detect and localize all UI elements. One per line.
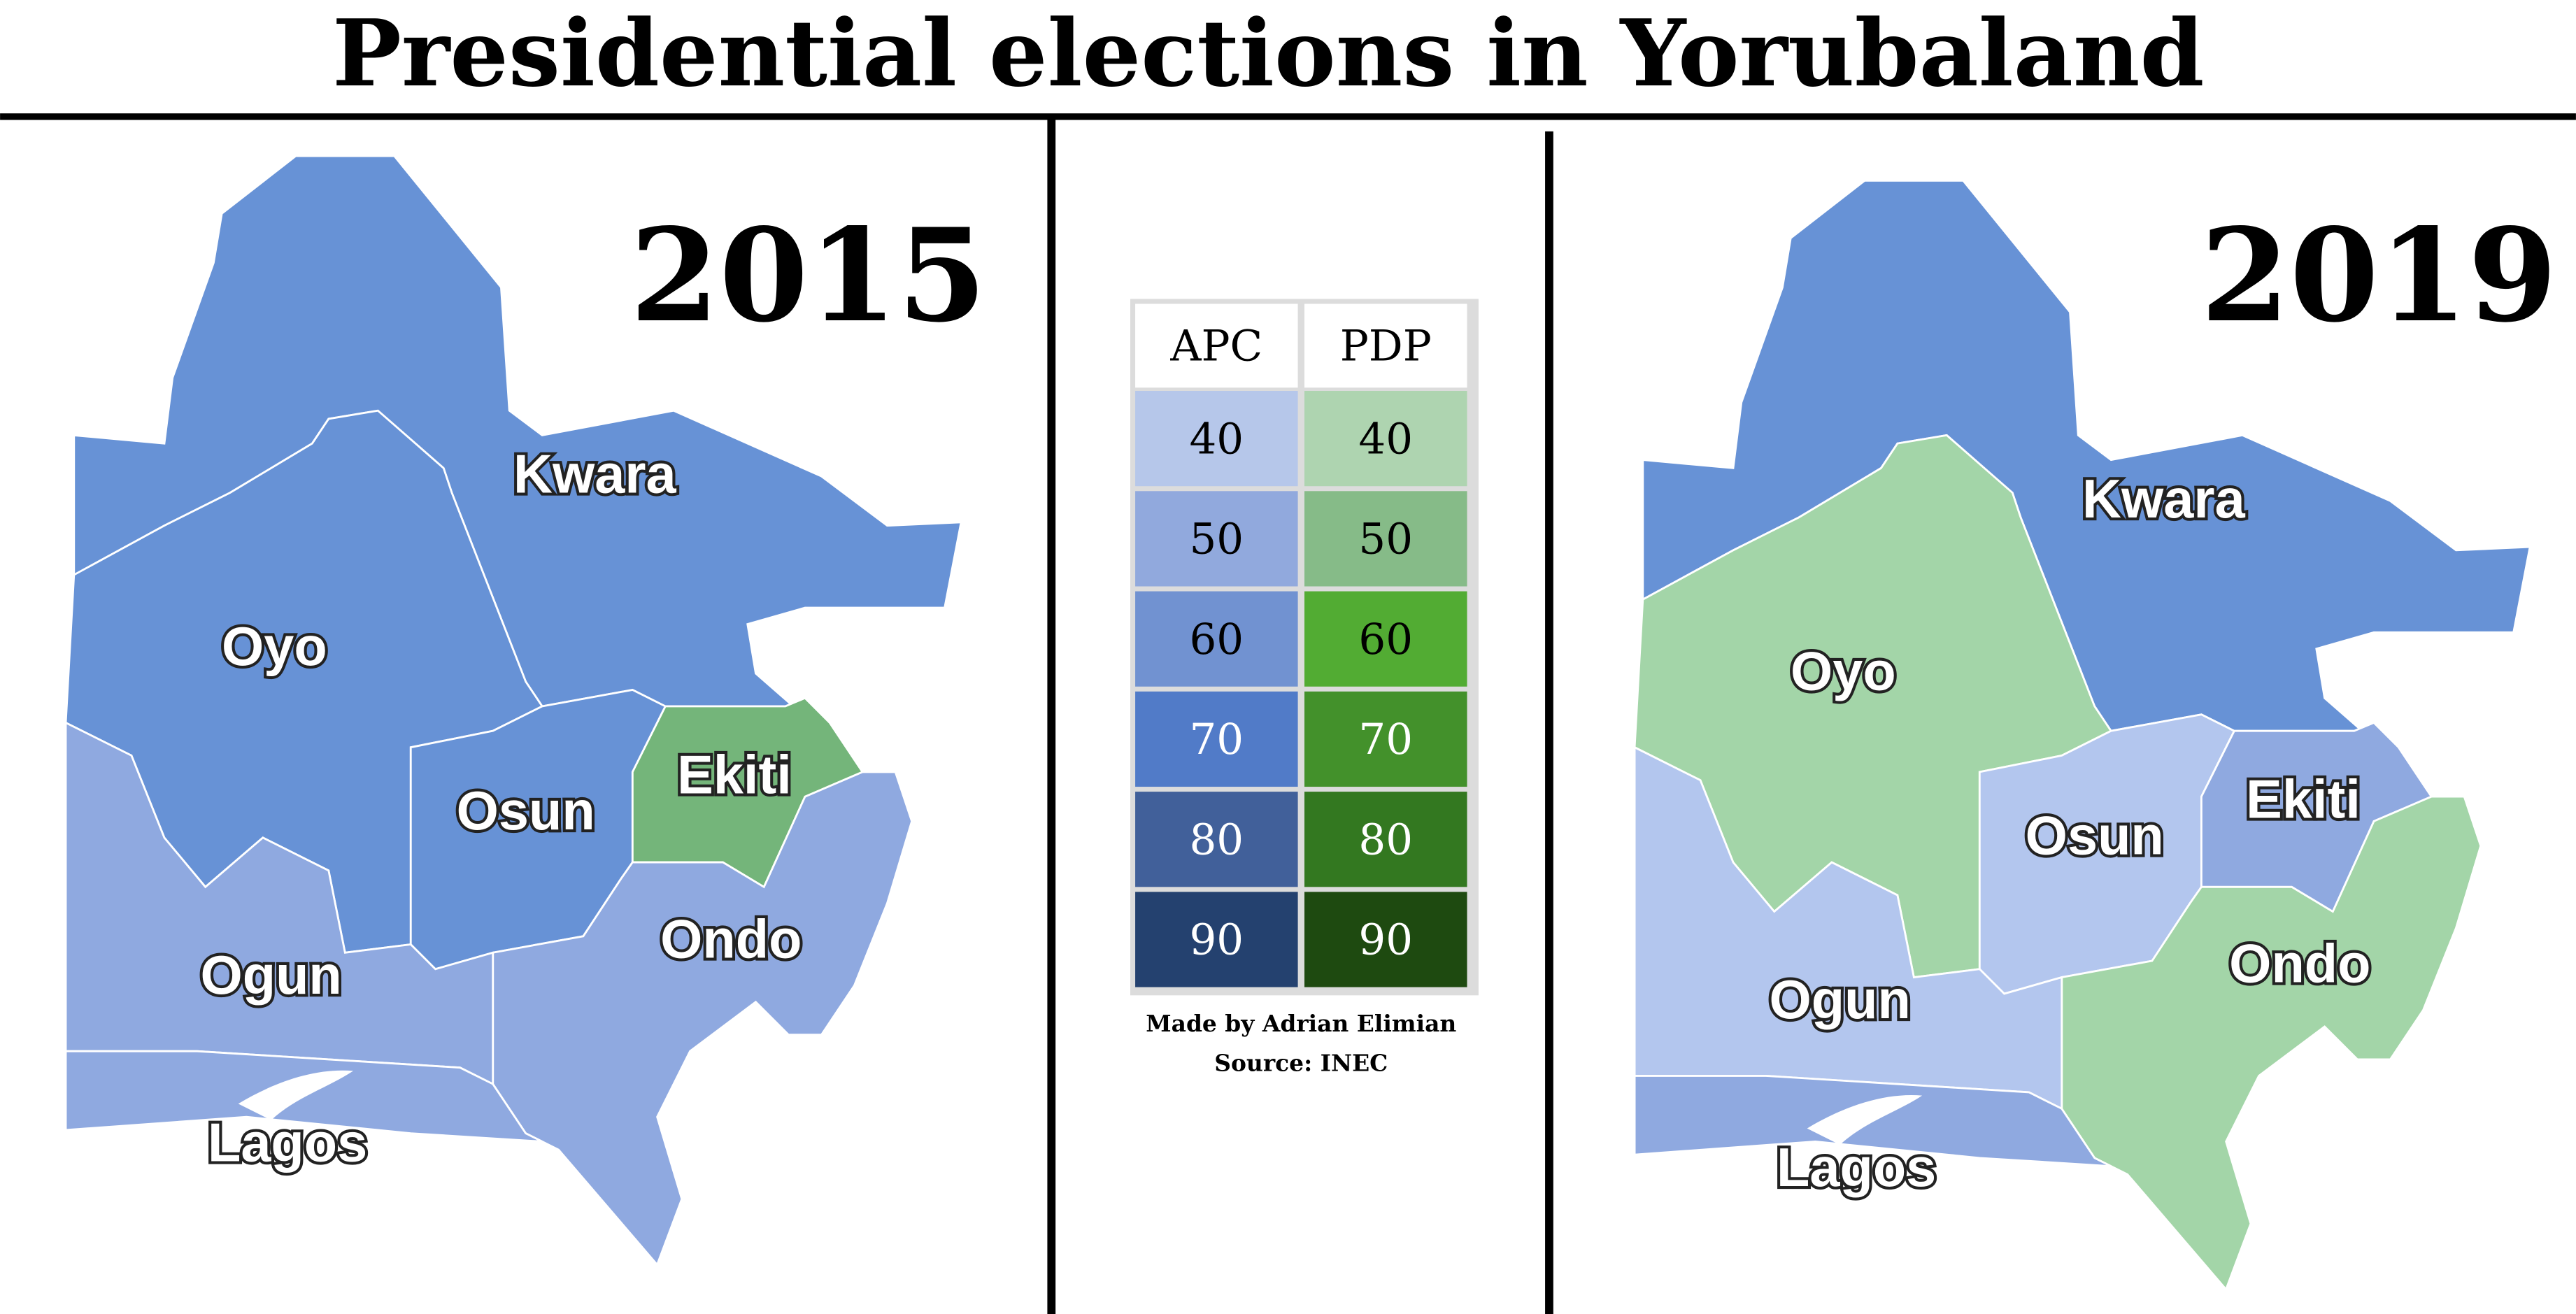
legend-apc-60-swatch — [1135, 591, 1298, 687]
legend-header-pdp-swatch — [1304, 303, 1467, 388]
state-ondo — [492, 771, 913, 1267]
legend-pdp-40-label: 40 — [1358, 414, 1413, 464]
state-label-oyo: Oyo — [1791, 641, 1896, 701]
legend-apc-70-swatch — [1135, 691, 1298, 787]
legend-pdp-90-label: 90 — [1358, 915, 1413, 965]
legend-apc-90-label: 90 — [1189, 915, 1244, 965]
legend-apc-50-label: 50 — [1189, 515, 1244, 564]
legend-pdp-60-label: 60 — [1358, 615, 1413, 664]
state-label-ondo: Ondo — [660, 909, 802, 969]
legend-pdp-90-swatch — [1304, 892, 1467, 987]
map-2019: Kwara Oyo Osun Ekiti Ondo Ogun Lagos — [1633, 179, 2531, 1292]
state-label-lagos: Lagos — [208, 1113, 367, 1173]
year-label-2015: 2015 — [630, 201, 987, 351]
state-label-kwara: Kwara — [2082, 469, 2246, 529]
state-ondo — [2061, 795, 2482, 1292]
state-label-osun: Osun — [2026, 806, 2164, 866]
year-label-2019: 2019 — [2200, 201, 2557, 351]
legend-pdp-50-swatch — [1304, 491, 1467, 587]
legend-pdp-70-label: 70 — [1358, 715, 1413, 764]
state-label-ekiti: Ekiti — [677, 745, 792, 805]
legend-pdp-50-label: 50 — [1358, 515, 1413, 564]
legend-apc-40-label: 40 — [1189, 414, 1244, 464]
figure-title: Presidential elections in Yorubaland — [332, 0, 2204, 108]
credit-source: Source: INEC — [1214, 1049, 1388, 1076]
state-label-osun: Osun — [457, 781, 595, 841]
state-label-oyo: Oyo — [222, 617, 327, 677]
state-label-ekiti: Ekiti — [2246, 770, 2361, 830]
lagos-lagoon — [238, 1070, 354, 1120]
legend-header-pdp-label: PDP — [1340, 322, 1432, 371]
state-label-kwara: Kwara — [513, 445, 677, 505]
legend-pdp-60-swatch — [1304, 591, 1467, 687]
legend-header-apc-label: APC — [1169, 322, 1262, 371]
legend-apc-80-label: 80 — [1189, 815, 1244, 864]
state-label-ogun: Ogun — [1770, 970, 1911, 1030]
legend-apc-90-swatch — [1135, 892, 1298, 987]
state-label-ondo: Ondo — [2229, 934, 2370, 994]
legend-header-apc-swatch — [1135, 303, 1298, 388]
credit-author: Made by Adrian Elimian — [1146, 1010, 1456, 1037]
legend-pdp-40-swatch — [1304, 391, 1467, 487]
legend-apc-60-label: 60 — [1189, 615, 1244, 664]
legend-pdp-70-swatch — [1304, 691, 1467, 787]
legend-pdp-80-swatch — [1304, 792, 1467, 887]
legend-table: APC PDP 40 40 50 50 60 60 70 70 80 80 90 90 — [1130, 299, 1479, 996]
legend-pdp-80-label: 80 — [1358, 815, 1413, 864]
state-label-lagos: Lagos — [1777, 1138, 1936, 1198]
legend-apc-70-label: 70 — [1189, 715, 1244, 764]
legend-apc-80-swatch — [1135, 792, 1298, 887]
state-label-ogun: Ogun — [200, 945, 341, 1006]
lagos-lagoon — [1807, 1095, 1923, 1145]
legend-apc-40-swatch — [1135, 391, 1298, 487]
legend-apc-50-swatch — [1135, 491, 1298, 587]
map-2015: Kwara Oyo Osun Ekiti Ondo Ogun Lagos — [64, 155, 962, 1267]
